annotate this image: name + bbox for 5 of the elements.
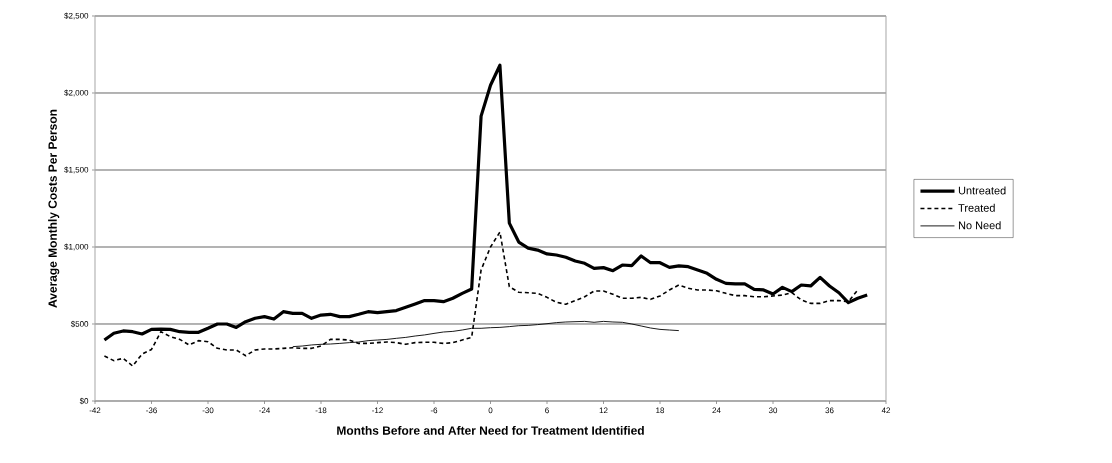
legend-label: Untreated <box>958 186 1006 195</box>
y-axis-title: Average Monthly Costs Per Person <box>48 109 60 308</box>
legend-label: Treated <box>958 203 995 212</box>
legend-label: No Need <box>958 221 1001 230</box>
x-axis-title: Months Before and After Need for Treatment Identified <box>337 426 644 435</box>
